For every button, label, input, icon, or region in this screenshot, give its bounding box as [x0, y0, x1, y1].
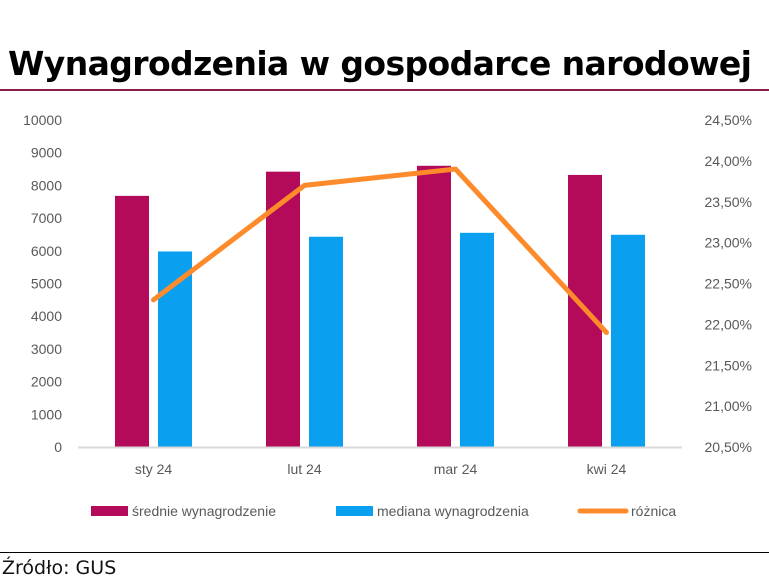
right-axis-tick-label: 23,50% [705, 194, 752, 210]
left-axis-tick-label: 7000 [31, 210, 62, 226]
bar-mean [115, 195, 149, 447]
bar-series [115, 165, 645, 447]
legend-label: mediana wynagrodzenia [377, 503, 529, 519]
title-underline [0, 89, 769, 91]
line-difference [151, 166, 609, 336]
legend-label: różnica [631, 503, 676, 519]
bar-mean [266, 171, 300, 447]
left-axis-tick-label: 3000 [31, 341, 62, 357]
left-axis-tick-label: 2000 [31, 374, 62, 390]
legend-swatch [336, 506, 373, 516]
legend: średnie wynagrodzenie mediana wynagrodzen… [91, 503, 676, 519]
bar-median [611, 234, 645, 447]
source-note: Źródło: GUS [2, 557, 117, 579]
legend-swatch [91, 506, 128, 516]
right-axis-tick-label: 24,50% [705, 112, 752, 128]
legend-label: średnie wynagrodzenie [132, 503, 276, 519]
right-axis-tick-label: 21,00% [705, 398, 752, 414]
right-axis-tick-label: 22,50% [705, 276, 752, 292]
left-axis-tick-label: 0 [54, 439, 62, 455]
x-axis-labels: sty 24 lut 24 mar 24 kwi 24 [135, 461, 627, 477]
right-axis-tick-label: 21,50% [705, 357, 752, 373]
right-axis-tick-label: 20,50% [705, 439, 752, 455]
x-axis-tick-label: lut 24 [287, 461, 321, 477]
left-axis-tick-label: 9000 [31, 145, 62, 161]
bar-mean [417, 165, 451, 447]
x-axis-tick-label: mar 24 [434, 461, 478, 477]
right-axis-ticks: 20,50% 21,00% 21,50% 22,00% 22,50% 23,00% 23,5… [705, 112, 752, 455]
x-axis-tick-label: sty 24 [135, 461, 173, 477]
legend-item: mediana wynagrodzenia [336, 503, 529, 519]
left-axis-tick-label: 5000 [31, 276, 62, 292]
bar-median [460, 232, 494, 447]
left-axis-ticks: 0 1000 2000 3000 4000 5000 6000 7000 8000 9000 100… [23, 112, 62, 455]
left-axis-tick-label: 10000 [23, 112, 62, 128]
chart-title: Wynagrodzenia w gospodarce narodowej [8, 44, 752, 83]
right-axis-tick-label: 23,00% [705, 235, 752, 251]
legend-item: różnica [577, 503, 676, 519]
combo-chart: 0 1000 2000 3000 4000 5000 6000 7000 8000 9000 100… [23, 112, 752, 519]
right-axis-tick-label: 22,00% [705, 316, 752, 332]
footer-rule [0, 552, 769, 553]
line-series [151, 166, 609, 336]
legend-item: średnie wynagrodzenie [91, 503, 276, 519]
right-axis-tick-label: 24,00% [705, 153, 752, 169]
left-axis-tick-label: 6000 [31, 243, 62, 259]
left-axis-tick-label: 4000 [31, 308, 62, 324]
x-axis-tick-label: kwi 24 [587, 461, 627, 477]
left-axis-tick-label: 1000 [31, 406, 62, 422]
bar-median [309, 236, 343, 447]
left-axis-tick-label: 8000 [31, 177, 62, 193]
